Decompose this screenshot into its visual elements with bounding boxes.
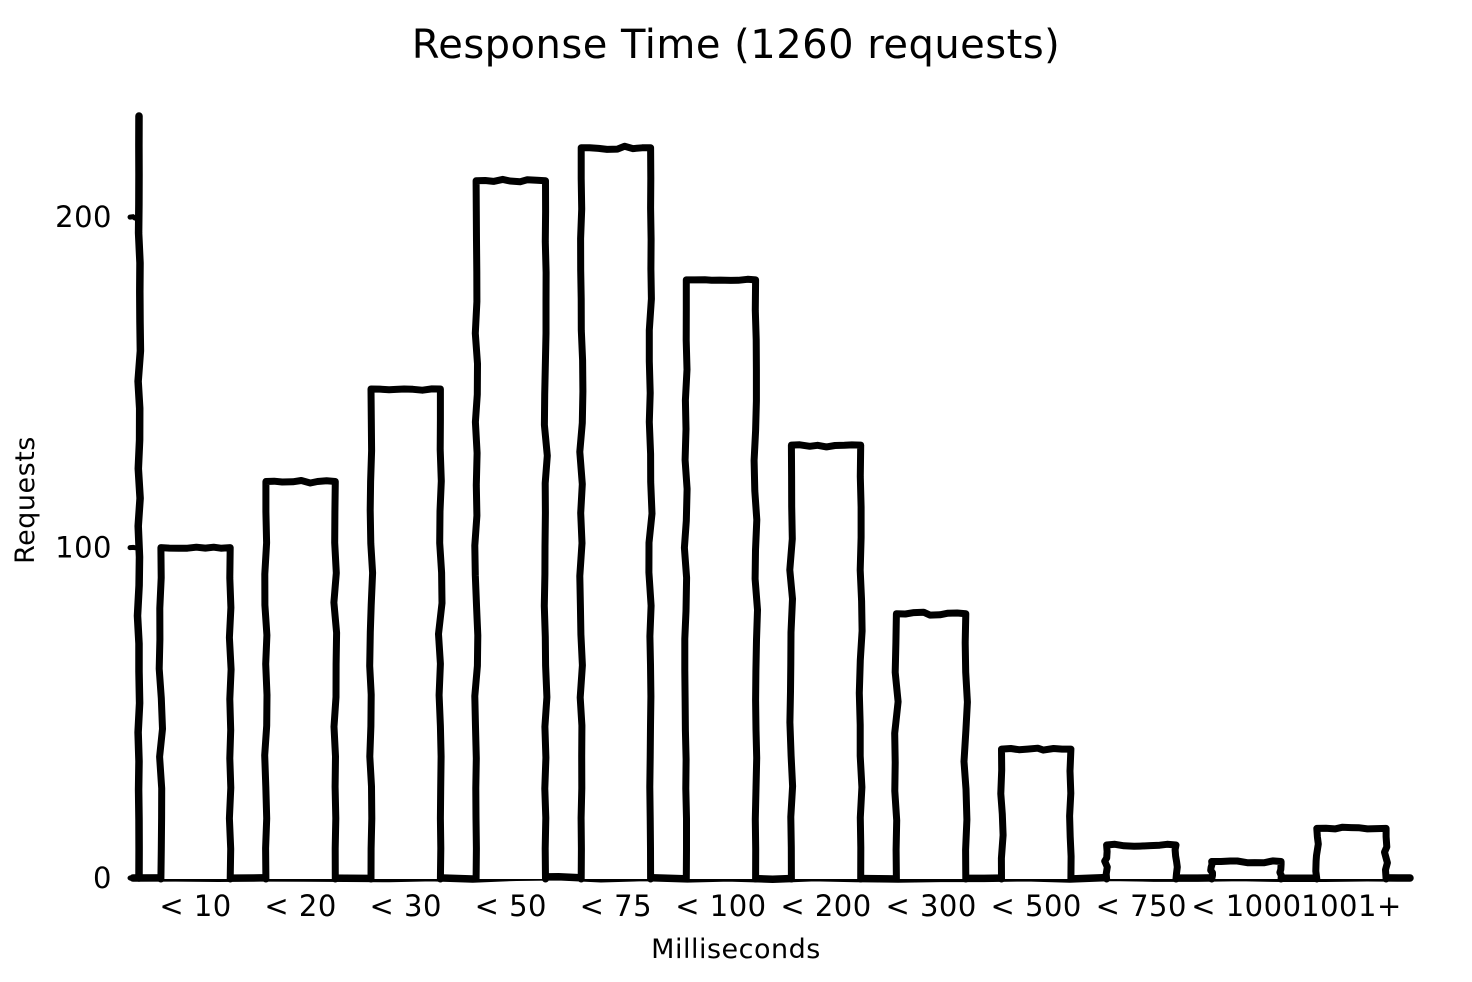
y-tick-label: 0 — [93, 861, 112, 895]
bar-fill — [684, 279, 758, 879]
x-axis-spine — [129, 872, 1414, 883]
y-tick-mark — [127, 214, 143, 221]
bar-outline — [997, 744, 1075, 883]
x-tick-label: < 500 — [991, 889, 1082, 923]
x-axis-label: Milliseconds — [651, 934, 821, 965]
x-tick-label: < 750 — [1096, 889, 1187, 923]
bar[interactable] — [997, 744, 1075, 883]
bar-outline — [366, 385, 446, 883]
bar[interactable] — [1312, 823, 1391, 883]
x-tick-label: < 200 — [780, 889, 871, 923]
bar[interactable] — [680, 275, 761, 883]
x-tick-label: < 100 — [675, 889, 766, 923]
bar-fill — [264, 480, 337, 879]
bar[interactable] — [366, 385, 446, 883]
bar-fill — [474, 179, 548, 879]
bar-outline — [576, 142, 656, 883]
bar-outline — [1101, 840, 1181, 883]
y-tick-label: 200 — [55, 200, 112, 234]
y-axis-spine — [133, 112, 145, 882]
bar-outline — [471, 175, 551, 883]
bar-outline — [891, 608, 971, 883]
bar-fill — [894, 612, 968, 879]
bar[interactable] — [576, 142, 656, 883]
x-tick-label: < 300 — [885, 889, 976, 923]
bar-outline — [680, 275, 761, 883]
y-axis-label: Requests — [10, 436, 41, 564]
x-tick-label: 1001+ — [1301, 889, 1402, 923]
bar-fill — [1315, 827, 1388, 879]
x-tick-label: < 50 — [475, 889, 547, 923]
bar[interactable] — [786, 441, 866, 883]
bar[interactable] — [261, 477, 341, 883]
bar-outline — [261, 477, 341, 883]
bar[interactable] — [155, 543, 235, 883]
y-tick-label: 100 — [55, 531, 112, 565]
x-axis-tick-labels: < 10 < 20 < 30 < 50 < 75 < 100 < 200 < 300 < 500… — [159, 889, 1401, 923]
x-tick-label: < 10 — [159, 889, 231, 923]
bar-fill — [579, 146, 652, 880]
bar-fill — [369, 388, 442, 879]
x-tick-label: < 20 — [264, 889, 336, 923]
chart-title: Response Time (1260 requests) — [412, 22, 1061, 68]
x-tick-label: < 75 — [580, 889, 652, 923]
y-tick-mark — [127, 875, 143, 882]
bar-fill — [1000, 748, 1072, 879]
bar[interactable] — [471, 175, 551, 883]
y-axis-ticks: 0 100 200 — [55, 200, 143, 895]
bar-outline — [786, 441, 866, 883]
bar-fill — [159, 547, 232, 879]
x-tick-label: < 1000 — [1191, 889, 1301, 923]
bar[interactable] — [1207, 857, 1285, 883]
x-tick-label: < 30 — [369, 889, 441, 923]
bars-group — [155, 142, 1391, 883]
bar-fill — [1104, 844, 1178, 879]
bar-outline — [155, 543, 235, 883]
bar-outline — [1207, 857, 1285, 883]
bar-fill — [789, 444, 863, 879]
bar-outline — [1312, 823, 1391, 883]
bar[interactable] — [1101, 840, 1181, 883]
bar[interactable] — [891, 608, 971, 883]
y-tick-mark — [127, 544, 143, 551]
